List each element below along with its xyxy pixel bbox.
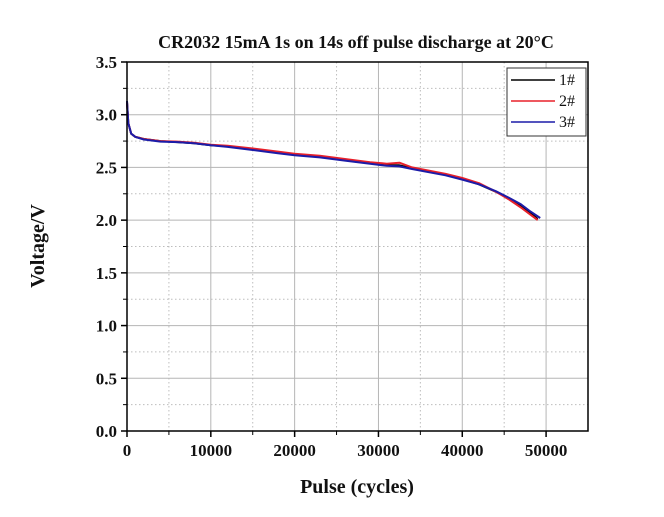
x-tick-label: 10000	[190, 441, 233, 460]
grid	[127, 62, 588, 431]
y-tick-label: 1.5	[96, 264, 117, 283]
axis-ticks: 0 10000 20000 30000 40000 50000 0.0 0.5 1.0 1.5 2.…	[96, 53, 568, 460]
y-tick-label: 3.5	[96, 53, 117, 72]
series-line-2	[126, 102, 539, 221]
y-tick-label: 0.0	[96, 422, 117, 441]
x-tick-label: 50000	[525, 441, 568, 460]
x-tick-label: 20000	[273, 441, 316, 460]
y-tick-label: 0.5	[96, 369, 117, 388]
y-tick-label: 2.5	[96, 158, 117, 177]
legend-label-1: 1#	[559, 72, 575, 89]
series-line-3	[126, 100, 541, 219]
legend-label-3: 3#	[559, 114, 575, 131]
y-axis-label: Voltage/V	[27, 204, 49, 288]
legend-label-2: 2#	[559, 93, 575, 110]
y-tick-label: 2.0	[96, 211, 117, 230]
x-tick-label: 40000	[441, 441, 484, 460]
series-lines	[126, 100, 541, 221]
y-tick-label: 1.0	[96, 317, 117, 336]
y-tick-label: 3.0	[96, 106, 117, 125]
x-axis-label: Pulse (cycles)	[300, 476, 414, 498]
legend: 1# 2# 3#	[506, 67, 587, 137]
chart-title: CR2032 15mA 1s on 14s off pulse discharg…	[158, 32, 554, 52]
x-tick-label: 0	[123, 441, 132, 460]
x-tick-label: 30000	[357, 441, 400, 460]
series-line-1	[126, 102, 539, 220]
